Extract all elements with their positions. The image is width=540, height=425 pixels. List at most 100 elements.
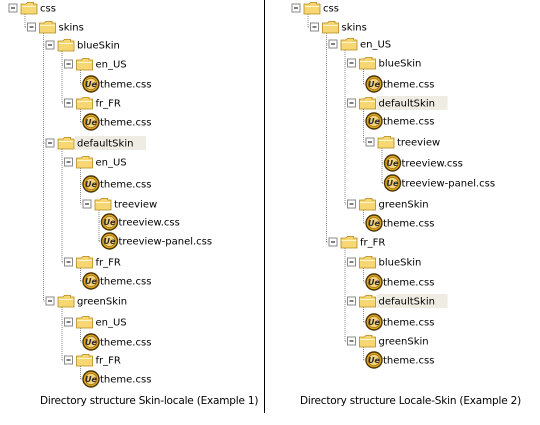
collapse-toggle-icon[interactable] [347,58,356,68]
collapse-toggle-icon[interactable] [8,3,18,13]
left-tree-row[interactable]: en_US [64,316,127,329]
collapse-toggle-icon[interactable] [82,199,92,209]
folder-icon [340,38,358,51]
collapse-toggle-icon[interactable] [64,59,73,69]
css-file-icon: Ue [365,313,383,331]
collapse-toggle-icon[interactable] [64,355,73,365]
folder-label: fr_FR [360,238,385,249]
folder-icon [76,354,93,367]
folder-icon [359,97,376,110]
right-tree-row[interactable]: defaultSkin [347,294,448,308]
collapse-toggle-icon[interactable] [328,39,338,49]
left-tree-row[interactable]: Ue theme.css [82,175,151,193]
left-tree-row[interactable]: Ue theme.css [82,113,151,131]
folder-label: greenSkin [77,297,127,308]
collapse-toggle-icon[interactable] [291,3,301,13]
file-label: treeview-panel.css [402,179,496,190]
right-tree-row[interactable]: Ue theme.css [365,351,434,369]
right-tree-row[interactable]: Ue theme.css [365,273,434,291]
right-tree-row[interactable]: fr_FR [328,236,385,249]
folder-icon [359,295,376,308]
collapse-toggle-icon[interactable] [45,138,55,148]
left-tree-row[interactable]: Ue treeview-panel.css [100,232,213,250]
svg-text:Ue: Ue [85,80,97,89]
left-tree-row[interactable]: Ue theme.css [82,272,151,290]
collapse-toggle-icon[interactable] [310,22,319,32]
css-file-icon: Ue [82,370,100,388]
collapse-toggle-icon[interactable] [27,22,36,32]
collapse-toggle-icon[interactable] [64,98,73,108]
left-tree-row[interactable]: Ue theme.css [82,75,151,93]
file-label: theme.css [100,118,151,129]
right-tree-row[interactable]: css [291,2,339,15]
right-tree-row[interactable]: Ue treeview-panel.css [383,174,496,192]
right-tree-row[interactable]: treeview [365,136,440,149]
folder-icon [359,255,376,269]
collapse-toggle-icon[interactable] [45,40,55,50]
left-tree-row[interactable]: Ue treeview.css [100,213,180,231]
left-tree-row[interactable]: fr_FR [64,354,121,367]
folder-icon [76,255,93,269]
collapse-toggle-icon[interactable] [347,199,356,209]
left-tree-row[interactable]: Ue theme.css [82,333,151,351]
folder-label: fr_FR [96,99,121,110]
collapse-toggle-icon[interactable] [64,317,73,327]
collapse-toggle-icon[interactable] [64,157,73,167]
left-tree-row[interactable]: en_US [64,156,127,169]
right-tree-row[interactable]: Ue theme.css [365,313,434,331]
collapse-toggle-icon[interactable] [64,257,73,267]
svg-text:Ue: Ue [368,278,380,287]
right-tree-row[interactable]: Ue treeview.css [383,154,463,172]
right-tree-row[interactable]: greenSkin [347,198,429,211]
collapse-toggle-icon[interactable] [45,296,55,306]
right-tree-row[interactable]: skins [310,21,367,34]
left-tree-row[interactable]: css [8,2,56,15]
css-file-icon: Ue [383,174,402,192]
left-tree-row[interactable]: blueSkin [45,39,120,52]
svg-text:Ue: Ue [85,277,97,286]
folder-icon [340,236,358,249]
file-label: treeview-panel.css [119,237,213,248]
folder-label: blueSkin [379,59,422,70]
left-tree-row[interactable]: skins [27,21,84,34]
css-file-icon: Ue [100,232,119,250]
left-caption: Directory structure Skin-locale (Example… [40,395,259,407]
collapse-toggle-icon[interactable] [365,137,375,147]
collapse-toggle-icon[interactable] [347,98,356,108]
left-tree-row[interactable]: treeview [82,198,157,211]
folder-label: skins [59,23,84,34]
left-tree-row[interactable]: Ue theme.css [82,370,151,388]
right-tree-row[interactable]: blueSkin [347,57,422,70]
right-tree-row[interactable]: Ue theme.css [365,112,434,130]
folder-label: fr_FR [96,356,121,367]
file-label: theme.css [100,80,151,91]
folder-icon [303,2,321,15]
file-label: theme.css [383,117,434,128]
left-tree-row[interactable]: en_US [64,58,127,71]
left-tree-row[interactable]: greenSkin [45,295,127,308]
collapse-toggle-icon[interactable] [347,257,356,267]
folder-icon [359,335,376,348]
collapse-toggle-icon[interactable] [328,237,338,247]
right-tree-row[interactable]: blueSkin [347,255,422,269]
folder-icon [57,137,75,150]
right-tree-row[interactable]: Ue theme.css [365,75,434,93]
folder-label: en_US [96,318,127,329]
right-tree-row[interactable]: defaultSkin [347,96,448,110]
right-tree-row[interactable]: greenSkin [347,335,429,348]
folder-icon [322,21,339,34]
collapse-toggle-icon[interactable] [347,296,356,306]
left-tree-row[interactable]: fr_FR [64,97,121,110]
css-file-icon: Ue [365,351,383,369]
collapse-toggle-icon[interactable] [347,336,356,346]
svg-text:Ue: Ue [85,375,97,384]
folder-icon [359,198,376,211]
folder-icon [359,57,376,70]
right-tree-row[interactable]: en_US [328,38,391,51]
left-tree-connectors [24,14,102,380]
left-tree-row[interactable]: fr_FR [64,255,121,269]
left-tree-row[interactable]: defaultSkin [45,136,147,150]
right-tree-row[interactable]: Ue theme.css [365,214,434,232]
